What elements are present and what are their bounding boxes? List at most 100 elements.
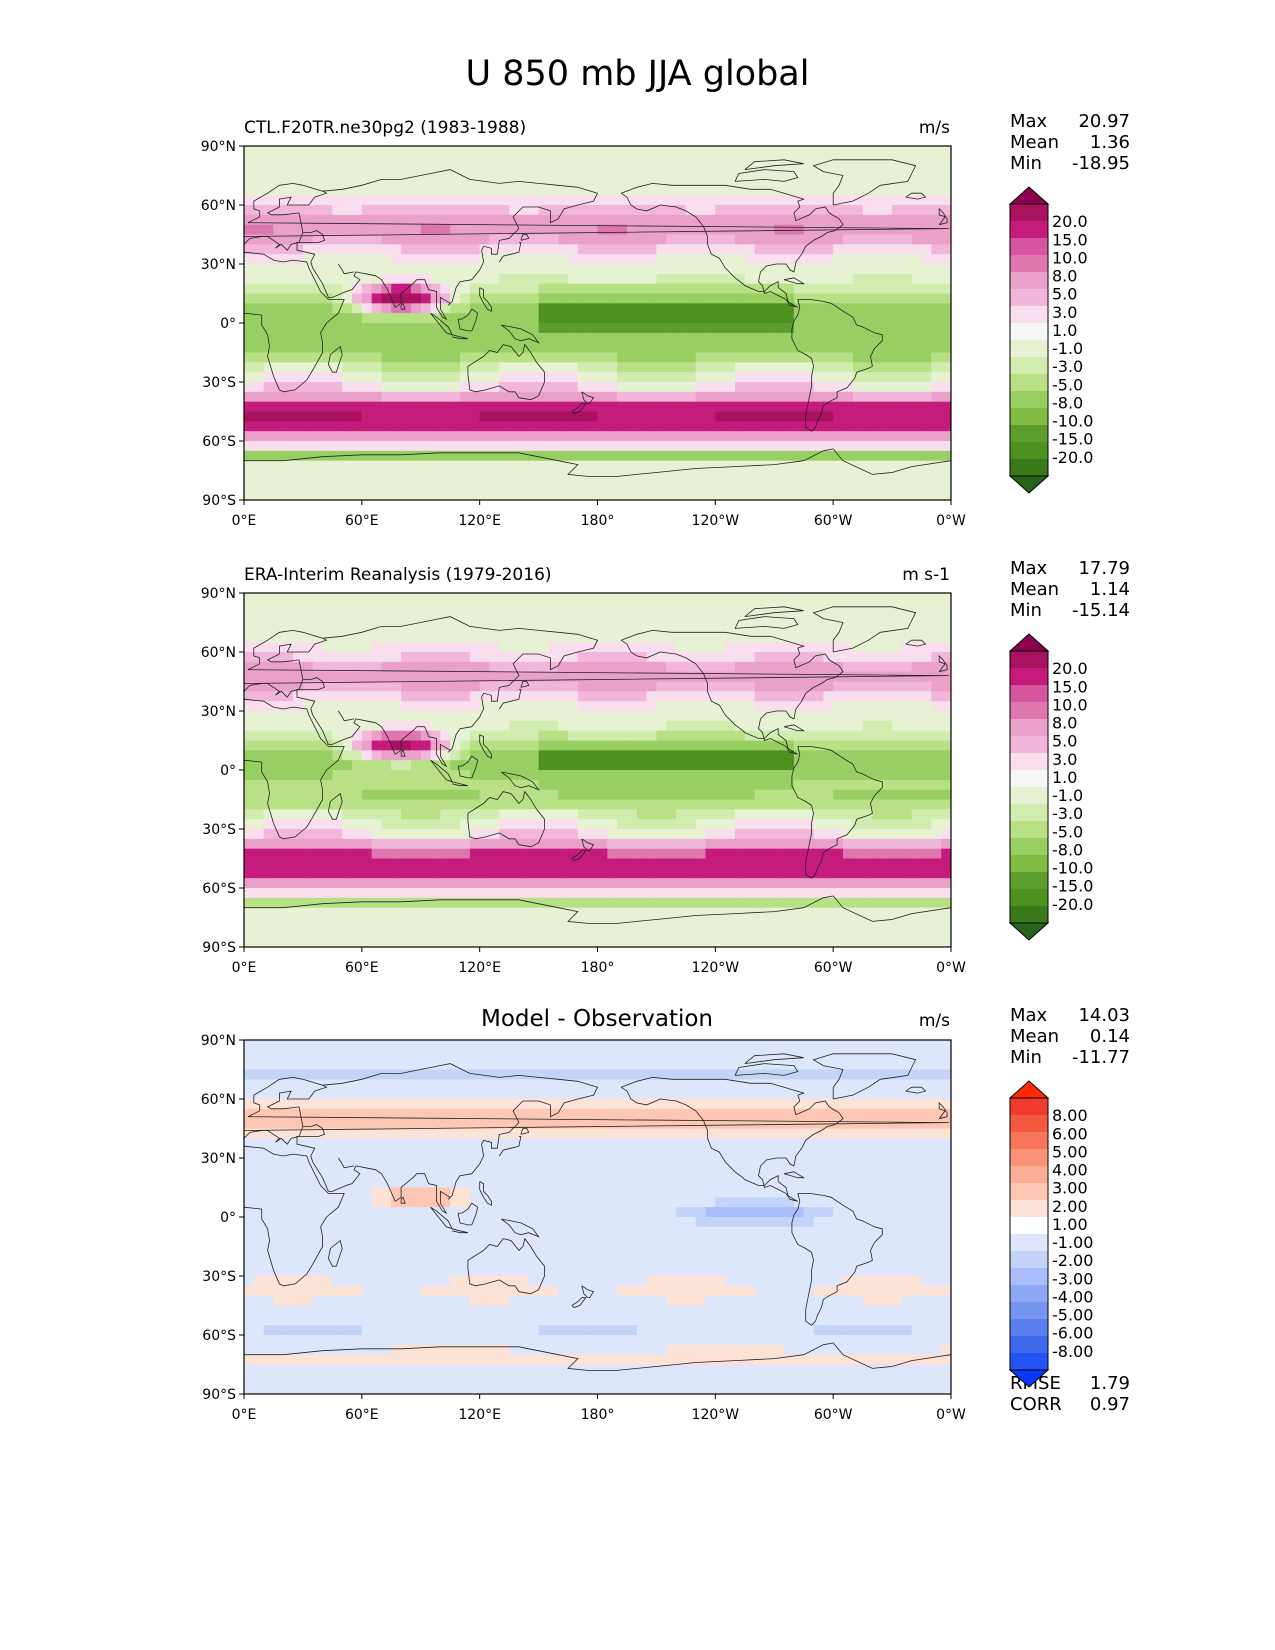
field-cell xyxy=(499,720,510,732)
field-cell xyxy=(862,421,874,432)
field-cell xyxy=(803,205,815,216)
field-cell xyxy=(617,382,628,393)
field-cell xyxy=(901,303,913,314)
field-cell xyxy=(666,470,677,481)
field-cell xyxy=(823,342,834,354)
field-cell xyxy=(636,888,648,899)
field-cell xyxy=(617,701,628,712)
field-cell xyxy=(617,175,628,186)
field-cell xyxy=(371,750,383,761)
field-cell xyxy=(626,858,638,869)
field-cell xyxy=(420,332,432,344)
field-cell xyxy=(617,205,628,216)
field-cell xyxy=(450,720,461,732)
field-cell xyxy=(734,622,746,633)
field-cell xyxy=(479,681,491,692)
field-cell xyxy=(440,254,451,265)
field-cell xyxy=(577,711,589,722)
field-cell xyxy=(460,799,471,810)
field-cell xyxy=(489,283,500,295)
field-cell xyxy=(450,809,461,820)
field-cell xyxy=(469,671,481,683)
field-cell xyxy=(882,480,893,491)
field-cell xyxy=(774,740,785,751)
field-cell xyxy=(921,254,932,265)
field-cell xyxy=(244,897,255,909)
field-cell xyxy=(911,730,923,742)
field-cell xyxy=(685,264,697,275)
field-cell xyxy=(420,770,432,781)
field-cell xyxy=(813,750,824,761)
field-cell xyxy=(577,593,589,604)
field-cell xyxy=(371,730,383,742)
field-cell xyxy=(666,602,677,614)
field-cell xyxy=(381,175,392,186)
field-cell xyxy=(617,165,628,177)
field-cell xyxy=(764,234,775,245)
field-cell xyxy=(410,470,422,481)
field-cell xyxy=(587,214,599,226)
field-cell xyxy=(342,612,353,624)
field-cell xyxy=(803,323,815,334)
field-cell xyxy=(322,750,333,761)
field-cell xyxy=(803,671,815,683)
field-cell xyxy=(371,819,383,830)
field-cell xyxy=(744,401,756,413)
field-cell xyxy=(381,720,392,732)
field-cell xyxy=(479,809,491,820)
field-cell xyxy=(361,175,373,186)
field-cell xyxy=(666,342,677,354)
field-cell xyxy=(901,720,913,732)
field-cell xyxy=(430,313,441,324)
field-cell xyxy=(244,175,255,186)
field-cell xyxy=(725,490,736,500)
field-cell xyxy=(479,858,491,869)
field-cell xyxy=(263,185,275,196)
field-cell xyxy=(381,730,392,742)
field-cell xyxy=(489,431,500,442)
field-cell xyxy=(361,897,373,909)
field-cell xyxy=(833,868,844,879)
field-cell xyxy=(420,819,432,830)
field-cell xyxy=(410,642,422,653)
field-cell xyxy=(293,720,304,732)
field-cell xyxy=(725,313,736,324)
field-cell xyxy=(283,460,294,472)
field-cell xyxy=(646,372,658,383)
field-cell xyxy=(882,819,893,830)
field-cell xyxy=(499,480,510,491)
field-cell xyxy=(695,652,707,663)
field-cell xyxy=(361,332,373,344)
field-cell xyxy=(617,760,628,771)
field-cell xyxy=(568,401,579,413)
field-cell xyxy=(371,642,383,653)
field-cell xyxy=(361,244,373,255)
field-cell xyxy=(548,421,559,432)
field-cell xyxy=(518,622,530,633)
field-cell xyxy=(440,332,451,344)
field-cell xyxy=(548,848,559,860)
field-cell xyxy=(676,391,687,403)
field-cell xyxy=(312,342,324,354)
field-cell xyxy=(371,205,383,216)
field-cell xyxy=(803,480,815,491)
field-cell xyxy=(774,868,785,879)
field-cell xyxy=(911,829,923,840)
field-cell xyxy=(842,671,854,683)
field-cell xyxy=(882,770,893,781)
field-cell xyxy=(509,691,520,702)
field-cell xyxy=(440,858,451,869)
field-cell xyxy=(244,602,255,614)
field-cell xyxy=(676,740,687,751)
field-cell xyxy=(705,622,716,633)
field-cell xyxy=(695,303,707,314)
field-cell xyxy=(646,323,658,334)
field-cell xyxy=(381,642,392,653)
field-cell xyxy=(312,730,324,742)
field-cell xyxy=(842,829,854,840)
field-cell xyxy=(872,224,883,236)
field-cell xyxy=(842,165,854,177)
field-cell xyxy=(666,411,677,422)
field-cell xyxy=(509,789,520,801)
field-cell xyxy=(460,711,471,722)
